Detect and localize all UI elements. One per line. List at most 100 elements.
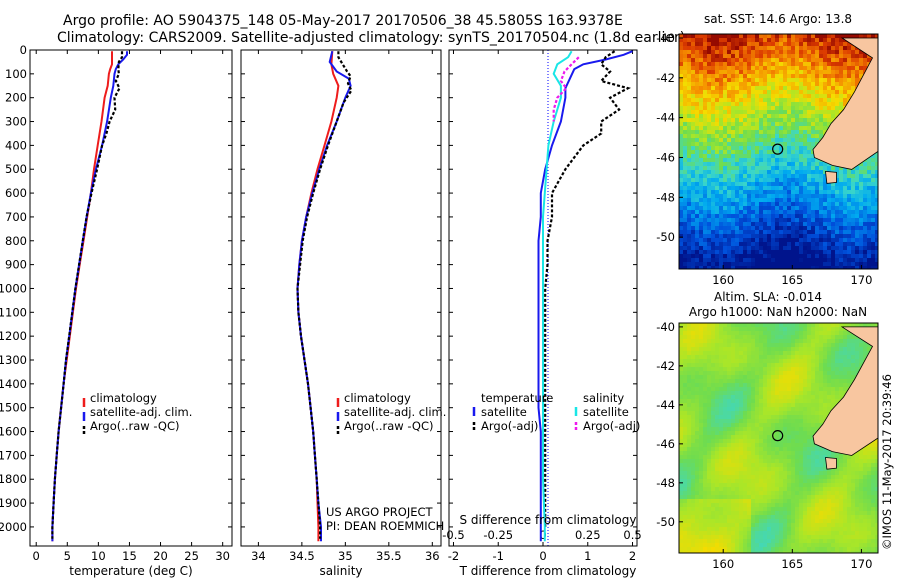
sst-cell [827, 90, 832, 95]
difference-legend: temperature salinity satellite Argo(-adj… [472, 391, 640, 433]
sst-cell [699, 126, 704, 131]
sst-cell [719, 118, 724, 123]
sla-cell [823, 351, 828, 356]
sst-cell [835, 266, 840, 269]
sst-cell [843, 222, 848, 227]
sst-cell [855, 166, 860, 171]
sst-cell [767, 254, 772, 259]
sla-cell [791, 359, 796, 364]
sst-cell [683, 190, 688, 195]
sla-cell [711, 431, 716, 436]
sst-cell [683, 102, 688, 107]
sla-cell [779, 443, 784, 448]
sst-cell [731, 194, 736, 199]
sst-cell [743, 250, 748, 255]
sst-cell [699, 198, 704, 203]
sst-cell [711, 238, 716, 243]
sst-cell [707, 70, 712, 75]
sla-cell [715, 363, 720, 368]
sst-cell [819, 174, 824, 179]
sla-cell [783, 419, 788, 424]
sla-cell [711, 379, 716, 384]
sla-cell [679, 347, 684, 352]
sst-cell [747, 198, 752, 203]
sst-cell [791, 262, 796, 267]
sst-cell [875, 226, 878, 231]
sst-cell [803, 34, 808, 39]
sst-cell [723, 70, 728, 75]
sst-cell [683, 118, 688, 123]
sla-cell [851, 335, 856, 340]
sla-cell [683, 423, 688, 428]
sst-cell [687, 254, 692, 259]
sla-cell [759, 379, 764, 384]
sla-cell [735, 383, 740, 388]
sla-cell [863, 459, 868, 464]
sla-cell [711, 363, 716, 368]
sst-cell [831, 250, 836, 255]
sst-cell [803, 90, 808, 95]
sst-cell [727, 50, 732, 55]
sst-cell [847, 94, 852, 99]
sla-cell [715, 383, 720, 388]
sst-cell [683, 214, 688, 219]
sst-cell [695, 70, 700, 75]
sst-cell [759, 98, 764, 103]
sst-cell [679, 254, 684, 259]
sla-cell [743, 375, 748, 380]
sla-cell [875, 323, 878, 328]
sla-cell [843, 455, 848, 460]
sst-cell [707, 58, 712, 63]
sst-cell [691, 214, 696, 219]
sst-cell [775, 98, 780, 103]
sla-cell [747, 399, 752, 404]
sla-cell [751, 335, 756, 340]
sla-cell [811, 339, 816, 344]
sla-cell [747, 435, 752, 440]
sla-cell [687, 395, 692, 400]
sst-cell [795, 214, 800, 219]
sst-cell [783, 150, 788, 155]
sst-cell [755, 234, 760, 239]
sla-cell [711, 343, 716, 348]
sla-cell [751, 395, 756, 400]
sst-cell [747, 162, 752, 167]
sst-cell [763, 166, 768, 171]
sst-cell [759, 186, 764, 191]
sla-cell [847, 339, 852, 344]
sst-cell [771, 102, 776, 107]
sst-cell [867, 54, 872, 59]
sla-cell [799, 411, 804, 416]
sst-cell [863, 226, 868, 231]
sst-cell [707, 174, 712, 179]
sst-cell [839, 78, 844, 83]
sst-cell [827, 214, 832, 219]
sla-cell [839, 347, 844, 352]
sst-cell [851, 58, 856, 63]
sla-cell [815, 363, 820, 368]
sla-map-title-line2: Argo h1000: NaN h2000: NaN [689, 305, 867, 319]
sla-cell [699, 395, 704, 400]
sst-cell [839, 74, 844, 79]
sla-cell [727, 431, 732, 436]
sst-lat-tick-label: -50 [656, 230, 675, 244]
sst-cell [815, 98, 820, 103]
sla-cell [687, 411, 692, 416]
sst-cell [859, 250, 864, 255]
sla-cell [795, 459, 800, 464]
sst-cell [819, 230, 824, 235]
sst-cell [835, 250, 840, 255]
sst-cell [743, 70, 748, 75]
sst-cell [831, 166, 836, 171]
sst-cell [699, 86, 704, 91]
sla-cell [775, 379, 780, 384]
sst-cell [767, 70, 772, 75]
sst-cell [779, 42, 784, 47]
sla-cell [787, 395, 792, 400]
sst-cell [767, 242, 772, 247]
sst-cell [831, 222, 836, 227]
sla-cell [683, 375, 688, 380]
sst-cell [695, 186, 700, 191]
sst-cell [763, 214, 768, 219]
sla-cell [695, 403, 700, 408]
